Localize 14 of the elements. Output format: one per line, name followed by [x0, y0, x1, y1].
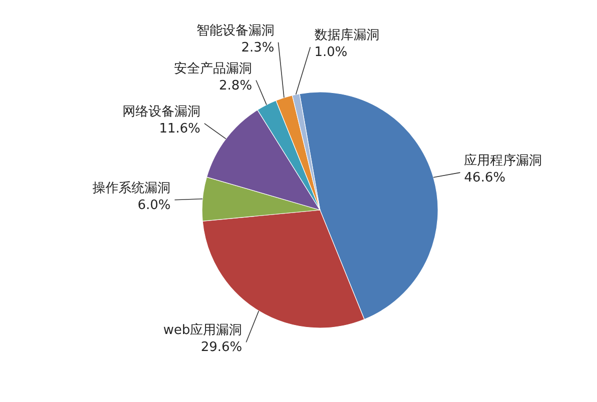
data-label: 46.6% — [464, 170, 506, 186]
data-label: 6.0% — [138, 198, 171, 213]
slice-label: 网络设备漏洞 — [122, 104, 200, 120]
data-label: 29.6% — [200, 340, 242, 356]
data-label: 1.0% — [314, 45, 348, 60]
slice-label: 应用程序漏洞 — [464, 152, 542, 169]
data-label: 2.3% — [241, 40, 274, 56]
slice-label: 操作系统漏洞 — [92, 180, 171, 196]
slice-label: 数据库漏洞 — [314, 28, 380, 44]
slice-label: 智能设备漏洞 — [196, 23, 274, 38]
data-label: 11.6% — [159, 121, 200, 136]
slice-label: 安全产品漏洞 — [174, 60, 252, 76]
slice-label: web应用漏洞 — [163, 322, 242, 338]
data-label: 2.8% — [219, 78, 252, 94]
